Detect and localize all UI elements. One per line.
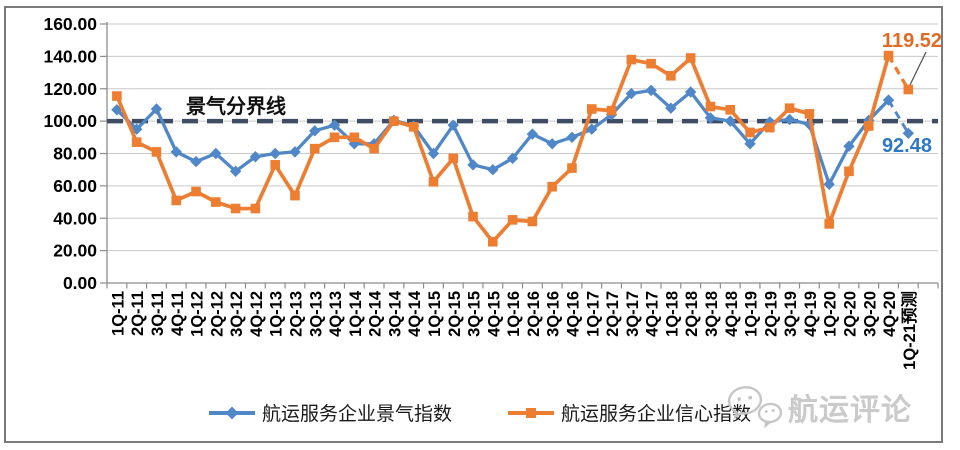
legend-line-prosperity: [208, 406, 255, 419]
svg-text:2Q-17: 2Q-17: [604, 291, 622, 337]
svg-text:2Q-18: 2Q-18: [683, 291, 701, 337]
svg-text:120.00: 120.00: [43, 79, 97, 99]
svg-text:3Q-17: 3Q-17: [624, 291, 642, 337]
svg-text:1Q-15: 1Q-15: [426, 291, 444, 337]
svg-text:3Q-13: 3Q-13: [307, 291, 325, 337]
svg-text:4Q-20: 4Q-20: [881, 291, 899, 337]
series-confidence: [112, 50, 914, 247]
legend-item-prosperity: 航运服务企业景气指数: [208, 399, 452, 426]
svg-text:40.00: 40.00: [53, 208, 97, 228]
legend-label-confidence: 航运服务企业信心指数: [561, 404, 752, 425]
svg-text:2Q-13: 2Q-13: [287, 291, 305, 337]
svg-text:2Q-16: 2Q-16: [525, 291, 543, 337]
legend: 航运服务企业景气指数 航运服务企业信心指数: [0, 399, 960, 426]
svg-text:2Q-11: 2Q-11: [129, 291, 147, 336]
svg-text:4Q-14: 4Q-14: [406, 290, 424, 337]
svg-text:2Q-15: 2Q-15: [446, 291, 464, 337]
svg-text:140.00: 140.00: [43, 46, 97, 66]
svg-text:1Q-21预测: 1Q-21预测: [899, 291, 919, 370]
svg-text:1Q-12: 1Q-12: [189, 291, 207, 337]
svg-text:100.00: 100.00: [43, 111, 97, 131]
svg-text:3Q-12: 3Q-12: [228, 291, 246, 337]
threshold-label: 景气分界线: [186, 96, 286, 118]
svg-text:1Q-14: 1Q-14: [347, 290, 365, 337]
svg-text:4Q-18: 4Q-18: [723, 291, 741, 337]
svg-text:2Q-19: 2Q-19: [762, 291, 780, 337]
svg-text:3Q-18: 3Q-18: [703, 291, 721, 337]
svg-text:3Q-15: 3Q-15: [466, 291, 484, 337]
svg-text:3Q-16: 3Q-16: [545, 291, 563, 337]
y-tick-labels: 0.00 20.00 40.00 60.00 80.00 100.00 120.00 140.…: [43, 14, 97, 293]
svg-text:4Q-15: 4Q-15: [485, 291, 503, 337]
svg-text:0.00: 0.00: [63, 273, 97, 293]
x-tick-labels: 1Q-11 2Q-11 3Q-11 4Q-11 1Q-12 2Q-12 3Q-12 4Q-12…: [109, 290, 918, 370]
diamond-marker-icon: [225, 406, 239, 419]
legend-item-confidence: 航运服务企业信心指数: [508, 399, 751, 426]
svg-text:80.00: 80.00: [53, 144, 97, 164]
svg-text:4Q-11: 4Q-11: [169, 291, 187, 336]
svg-text:1Q-13: 1Q-13: [268, 291, 286, 337]
svg-text:1Q-16: 1Q-16: [505, 291, 523, 337]
svg-text:2Q-14: 2Q-14: [367, 290, 385, 337]
svg-text:4Q-17: 4Q-17: [644, 291, 662, 337]
svg-text:4Q-19: 4Q-19: [802, 291, 820, 337]
square-marker-icon: [526, 407, 536, 418]
svg-text:1Q-19: 1Q-19: [743, 291, 761, 337]
svg-text:1Q-18: 1Q-18: [663, 291, 681, 337]
svg-text:2Q-20: 2Q-20: [841, 291, 859, 337]
svg-text:3Q-11: 3Q-11: [149, 291, 167, 336]
svg-text:1Q-17: 1Q-17: [584, 291, 602, 337]
svg-text:1Q-20: 1Q-20: [822, 291, 840, 337]
svg-text:20.00: 20.00: [53, 241, 97, 261]
svg-text:3Q-20: 3Q-20: [861, 291, 879, 337]
svg-text:4Q-12: 4Q-12: [248, 291, 266, 337]
axes: [100, 22, 939, 289]
svg-text:2Q-12: 2Q-12: [208, 291, 226, 337]
svg-text:3Q-14: 3Q-14: [386, 290, 404, 337]
annotation-confidence-value: 119.52: [881, 30, 942, 52]
legend-label-prosperity: 航运服务企业景气指数: [261, 404, 452, 425]
svg-text:60.00: 60.00: [53, 176, 97, 196]
svg-text:1Q-11: 1Q-11: [109, 291, 127, 336]
svg-text:160.00: 160.00: [43, 14, 97, 34]
annotation-prosperity-value: 92.48: [881, 135, 932, 157]
svg-text:4Q-16: 4Q-16: [564, 291, 582, 337]
svg-text:3Q-19: 3Q-19: [782, 291, 800, 337]
legend-line-confidence: [508, 407, 554, 418]
svg-text:4Q-13: 4Q-13: [327, 291, 345, 337]
annotation-leader-line: [909, 51, 927, 86]
